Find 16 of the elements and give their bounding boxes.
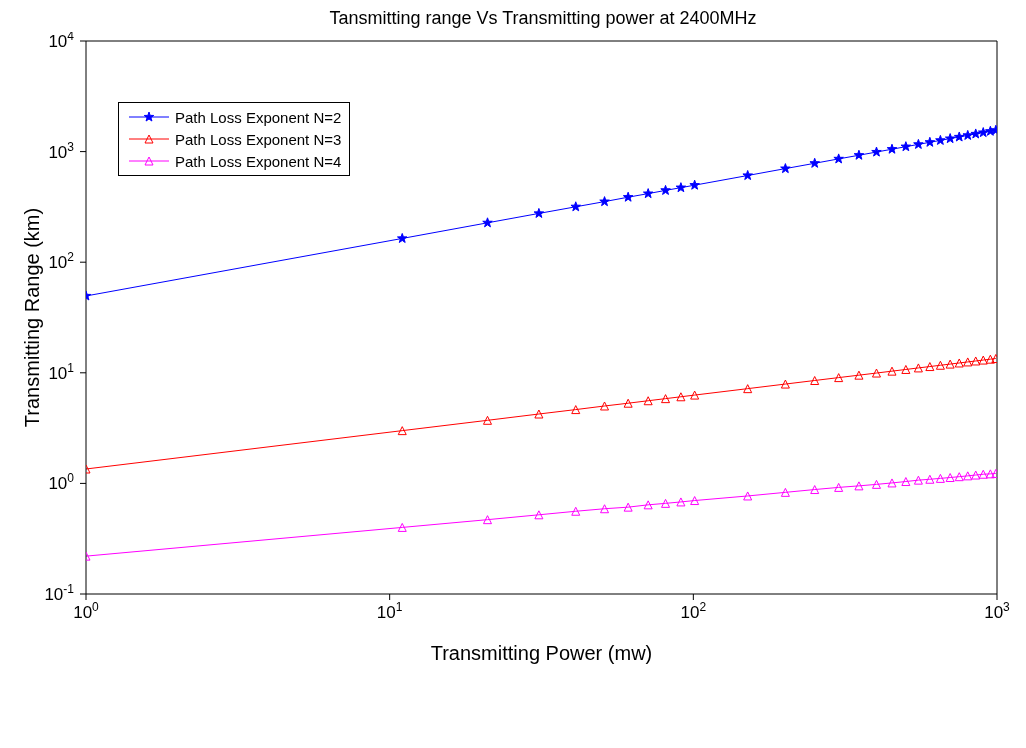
x-tick-label: 10$^{0}$ — [73, 600, 100, 622]
x-tick-label: 10$^{2}$ — [680, 600, 707, 622]
legend-label: Path Loss Exponent N=2 — [175, 108, 342, 126]
y-tick-label: 10$^{2}$ — [48, 250, 75, 273]
y-tick-label: 10$^{1}$ — [48, 360, 75, 383]
chart-title: Tansmitting range Vs Transmitting power at 2400MHz — [329, 8, 757, 28]
x-axis-title: Transmitting Power (mw) — [430, 642, 653, 665]
legend-label: Path Loss Exponent N=3 — [175, 130, 342, 148]
y-tick-label: 10$^{-1}$ — [44, 582, 75, 604]
x-tick-label: 10$^{3}$ — [984, 600, 1011, 622]
y-tick-label: 10$^{4}$ — [48, 29, 75, 51]
y-axis-title: Transmitting Range (km) — [21, 207, 44, 428]
y-tick-label: 10$^{3}$ — [48, 139, 75, 162]
y-tick-label: 10$^{0}$ — [48, 471, 75, 494]
legend-label: Path Loss Exponent N=4 — [175, 152, 342, 170]
x-tick-label: 10$^{1}$ — [376, 600, 403, 622]
